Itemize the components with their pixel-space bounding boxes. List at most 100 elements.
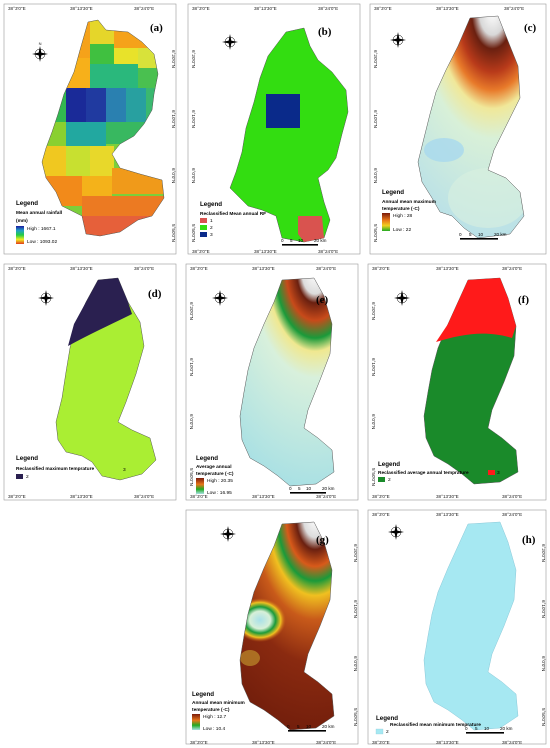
lon-tick: 38°24'0"E <box>318 249 338 254</box>
svg-text:10: 10 <box>484 726 490 731</box>
lon-tick: 38°13'30"E <box>252 266 275 271</box>
lon-tick: 38°13'30"E <box>436 6 459 11</box>
lon-tick: 38°13'30"E <box>436 512 459 517</box>
legend-title: Reclassified maximum temprature <box>16 466 94 472</box>
legend-class-label: 3 <box>210 232 213 238</box>
lat-tick: 6°0'0"N <box>541 656 546 671</box>
legend-title: Mean annual rainfall <box>16 210 62 216</box>
lon-tick: 38°13'30"E <box>252 494 275 499</box>
lon-tick: 38°3'0"E <box>190 494 208 499</box>
north-arrow-icon <box>220 526 236 542</box>
legend-color-ramp <box>16 226 24 244</box>
lat-tick: 6°0'0"N <box>353 656 358 671</box>
legend-title: Reclassified Mean annual RF <box>200 211 266 217</box>
north-arrow-icon <box>394 290 410 306</box>
panel-label-d: (d) <box>148 288 162 300</box>
svg-text:5: 5 <box>475 726 478 731</box>
map-a-svg: 38°3'0"E 38°13'30"E 38°24'0"E 6°20'0"N 6… <box>3 3 177 255</box>
legend-class-label: 3 <box>497 470 500 476</box>
lat-tick: 6°20'0"N <box>171 50 176 68</box>
lon-tick: 38°13'30"E <box>70 6 93 11</box>
lon-tick: 38°24'0"E <box>502 740 522 745</box>
lon-tick: 38°13'30"E <box>436 266 459 271</box>
svg-text:0: 0 <box>459 232 462 237</box>
legend-heading: Legend <box>378 461 400 468</box>
panel-label-e: (e) <box>316 294 329 306</box>
lat-tick: 6°0'0"N <box>189 414 194 429</box>
north-arrow-icon <box>212 290 228 306</box>
panel-label-g: (g) <box>316 534 329 546</box>
panel-label-c: (c) <box>524 22 537 34</box>
legend-class-label: 3 <box>123 467 126 473</box>
lon-tick: 38°3'0"E <box>372 266 390 271</box>
lat-tick: 5°50'0"N <box>373 224 378 242</box>
lon-tick: 38°3'0"E <box>374 6 392 11</box>
legend-high: High : 12.7 <box>203 714 227 720</box>
panel-label-a: (a) <box>150 22 163 34</box>
map-panel-c: 38°3'0"E 38°13'30"E 38°24'0"E 6°20'0"N 6… <box>368 2 548 256</box>
reclass-class-3-area <box>436 278 516 342</box>
legend-class-label: 2 <box>388 477 391 483</box>
legend-swatch-2 <box>16 474 23 479</box>
lat-tick: 6°10'0"N <box>189 358 194 376</box>
svg-text:0: 0 <box>287 724 290 729</box>
panel-label-h: (h) <box>522 534 536 546</box>
legend-unit: temperature (◦C) <box>196 471 234 477</box>
legend-high: High : 1667.1 <box>27 226 56 232</box>
scale-bar: 0 5 10 20 km <box>465 726 513 734</box>
scale-bar: 0 5 10 20 km <box>281 238 327 246</box>
legend-heading: Legend <box>16 200 38 207</box>
legend-title: Annual mean minimum <box>192 700 245 706</box>
map-f-svg: 38°3'0"E 38°13'30"E 38°24'0"E 38°3'0"E 3… <box>367 263 547 501</box>
lon-tick: 38°24'0"E <box>134 494 154 499</box>
north-arrow-icon <box>222 34 238 50</box>
lon-tick: 38°24'0"E <box>502 512 522 517</box>
legend-swatch-1 <box>200 218 207 223</box>
legend-swatch-2 <box>378 477 385 482</box>
lon-tick: 38°24'0"E <box>316 740 336 745</box>
reclass-class-1-area <box>298 216 324 242</box>
lon-tick: 38°24'0"E <box>316 266 336 271</box>
legend-class-label: 2 <box>210 225 213 231</box>
legend-class-label: 2 <box>386 729 389 735</box>
legend-high: High : 20.35 <box>207 478 233 484</box>
legend-class-label: 1 <box>210 218 213 224</box>
svg-text:0: 0 <box>289 486 292 491</box>
lon-tick: 38°13'30"E <box>70 266 93 271</box>
lat-tick: 6°20'0"N <box>541 544 546 562</box>
lon-tick: 38°3'0"E <box>192 6 210 11</box>
map-c-svg: 38°3'0"E 38°13'30"E 38°24'0"E 6°20'0"N 6… <box>369 3 547 255</box>
legend-swatch-3 <box>200 232 207 237</box>
svg-text:5: 5 <box>290 238 293 243</box>
lat-tick: 6°20'0"N <box>189 302 194 320</box>
map-panel-e: 38°3'0"E 38°13'30"E 38°24'0"E 38°3'0"E 3… <box>184 262 360 502</box>
lon-tick: 38°24'0"E <box>134 6 154 11</box>
lon-tick: 38°24'0"E <box>134 266 154 271</box>
map-h-svg: 38°3'0"E 38°13'30"E 38°24'0"E 38°3'0"E 3… <box>367 509 547 745</box>
map-panel-d: 38°3'0"E 38°13'30"E 38°24'0"E 38°3'0"E 3… <box>2 262 178 502</box>
map-panel-f: 38°3'0"E 38°13'30"E 38°24'0"E 38°3'0"E 3… <box>366 262 548 502</box>
lat-tick: 6°0'0"N <box>371 414 376 429</box>
scale-bar: 0 5 10 20 km <box>459 232 507 240</box>
svg-text:0: 0 <box>465 726 468 731</box>
map-d-svg: 38°3'0"E 38°13'30"E 38°24'0"E 38°3'0"E 3… <box>3 263 177 501</box>
legend-low: Low : 16.95 <box>207 490 232 496</box>
lat-tick: 6°10'0"N <box>191 110 196 128</box>
map-b-svg: 38°3'0"E 38°13'30"E 38°24'0"E 38°3'0"E 3… <box>187 3 361 255</box>
svg-text:10: 10 <box>306 486 312 491</box>
legend-title: Reclassified mean minimum temprature <box>390 722 481 728</box>
lon-tick: 38°3'0"E <box>372 494 390 499</box>
legend-high: High : 28 <box>393 213 413 219</box>
scale-bar: 0 5 10 20 km <box>287 724 335 732</box>
map-panel-h: 38°3'0"E 38°13'30"E 38°24'0"E 38°3'0"E 3… <box>366 508 548 746</box>
panel-label-b: (b) <box>318 26 332 38</box>
north-arrow-icon <box>390 32 406 48</box>
lat-tick: 5°50'0"N <box>171 224 176 242</box>
legend-class-label: 2 <box>26 474 29 480</box>
svg-text:10: 10 <box>306 724 312 729</box>
lon-tick: 38°13'30"E <box>254 249 277 254</box>
lon-tick: 38°13'30"E <box>252 740 275 745</box>
min-temp-map <box>239 521 335 731</box>
legend-title: Annual mean maximum <box>382 199 436 205</box>
legend-swatch-3 <box>488 470 495 475</box>
